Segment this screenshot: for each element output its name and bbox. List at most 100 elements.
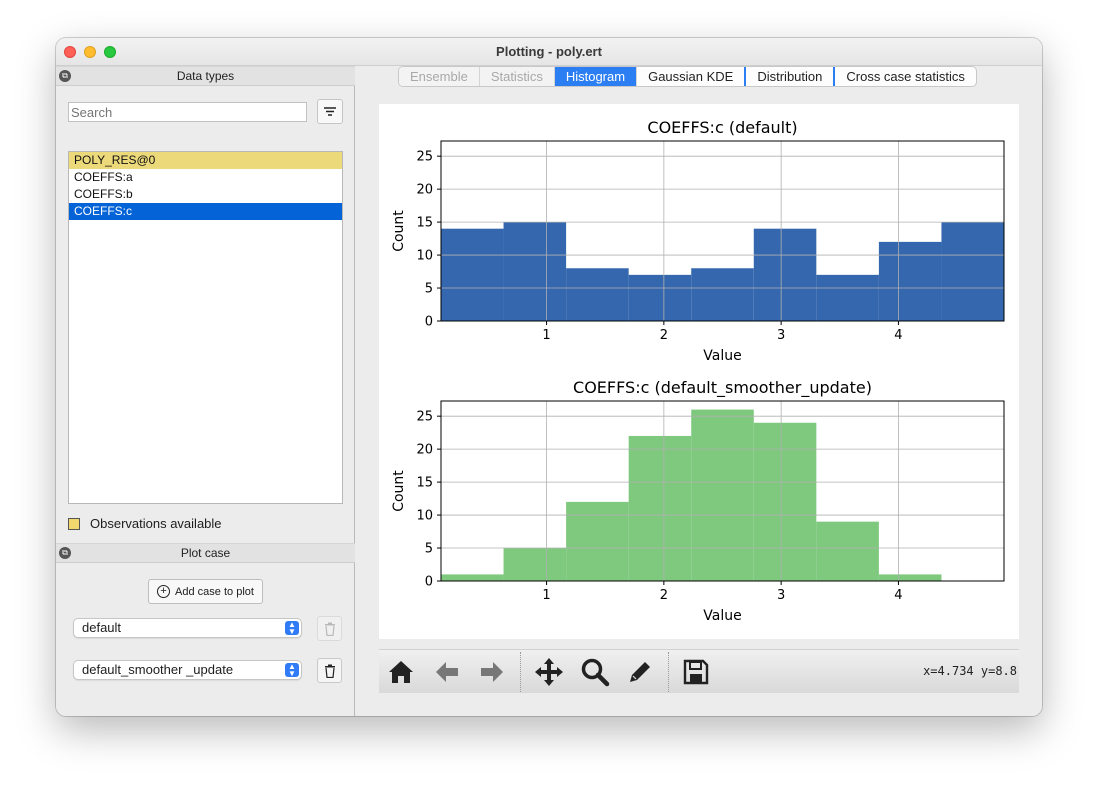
chart-title: COEFFS:c (default) [647, 118, 797, 137]
histogram-bar [878, 574, 942, 581]
home-icon [389, 661, 413, 683]
edit-axis-button[interactable] [624, 656, 656, 688]
plot-window: Plotting - poly.ert ⧉ Data types POLY_RE… [56, 38, 1042, 716]
trash-icon [324, 622, 335, 636]
x-tick-label: 3 [777, 588, 785, 603]
minimize-window-button[interactable] [84, 46, 96, 58]
tab-distribution[interactable]: Distribution [746, 67, 836, 86]
maximize-window-button[interactable] [104, 46, 116, 58]
remove-case-1-button[interactable] [317, 616, 342, 641]
histogram-bar [691, 409, 754, 581]
list-item[interactable]: POLY_RES@0 [69, 152, 342, 169]
case-select-1[interactable]: default ▲ ▼ [73, 618, 302, 638]
toolbar-separator [668, 652, 669, 692]
close-window-button[interactable] [64, 46, 76, 58]
trash-icon [324, 664, 335, 678]
x-tick-label: 1 [542, 588, 550, 603]
back-icon [436, 662, 458, 682]
observations-swatch [68, 517, 80, 530]
add-circle-icon: + [157, 585, 171, 598]
chart-title: COEFFS:c (default_smoother_update) [573, 378, 872, 398]
y-tick-label: 25 [416, 410, 433, 425]
forward-button[interactable] [476, 656, 508, 688]
y-tick-label: 0 [425, 315, 433, 330]
histogram-bar [941, 222, 1004, 321]
y-tick-label: 25 [416, 150, 433, 165]
x-axis-label: Value [703, 348, 741, 364]
x-tick-label: 1 [542, 328, 550, 343]
toolbar-separator [520, 652, 521, 692]
x-tick-label: 2 [660, 328, 668, 343]
pan-button[interactable] [533, 656, 565, 688]
back-button[interactable] [431, 656, 463, 688]
float-dock-icon[interactable]: ⧉ [59, 547, 71, 559]
y-tick-label: 10 [416, 249, 433, 264]
histogram-bar [753, 228, 817, 321]
y-axis-label: Count [391, 210, 407, 252]
y-tick-label: 15 [416, 476, 433, 491]
y-tick-label: 5 [425, 542, 433, 557]
plot-canvas[interactable]: 1 2 3 4 0 5 10 15 20 25 COEFFS:c (default) Value Cou… [379, 104, 1019, 639]
zoom-button[interactable] [579, 656, 611, 688]
histogram-bar [503, 222, 567, 321]
histogram-bar [441, 574, 504, 581]
save-icon [683, 659, 709, 685]
histogram-bar [628, 435, 692, 581]
plot-tabs: Ensemble Statistics Histogram Gaussian KDE D… [398, 66, 977, 87]
navigation-toolbar: x=4.734 y=8.8 [379, 649, 1019, 693]
subplot-1: 1 2 3 4 0 5 10 15 20 25 COEFFS:c (default) Value Cou… [391, 118, 1005, 364]
x-tick-label: 2 [660, 588, 668, 603]
x-tick-label: 4 [894, 328, 902, 343]
case-select-2[interactable]: default_smoother _update ▲ ▼ [73, 660, 302, 680]
histogram-bar [566, 268, 629, 321]
window-title: Plotting - poly.ert [496, 44, 602, 59]
search-input[interactable] [68, 102, 307, 122]
float-dock-icon[interactable]: ⧉ [59, 70, 71, 82]
cursor-coordinates: x=4.734 y=8.8 [923, 664, 1017, 678]
observations-legend: Observations available [68, 516, 222, 531]
save-button[interactable] [680, 656, 712, 688]
y-tick-label: 10 [416, 509, 433, 524]
case-select-1-value: default [82, 620, 122, 635]
y-tick-label: 20 [416, 443, 433, 458]
histogram-bar [816, 274, 879, 321]
tab-ensemble[interactable]: Ensemble [399, 67, 480, 86]
histogram-bar [691, 268, 754, 321]
observations-label: Observations available [90, 516, 222, 531]
y-tick-label: 15 [416, 216, 433, 231]
histogram-bar [628, 274, 692, 321]
data-types-title: Data types [176, 69, 235, 83]
add-case-button[interactable]: + Add case to plot [148, 579, 263, 604]
edit-icon [630, 662, 650, 682]
case-select-2-value: default_smoother _update [82, 662, 234, 677]
histogram-bar [503, 548, 567, 581]
list-item[interactable]: COEFFS:a [74, 170, 133, 184]
x-axis-label: Value [703, 608, 741, 624]
data-types-list[interactable]: POLY_RES@0 COEFFS:a COEFFS:b COEFFS:c [68, 151, 343, 504]
y-tick-label: 5 [425, 282, 433, 297]
data-types-header: ⧉ Data types [56, 66, 355, 86]
tab-cross-case-statistics[interactable]: Cross case statistics [846, 69, 965, 84]
right-panel: Ensemble Statistics Histogram Gaussian KDE D… [356, 66, 1042, 716]
plot-case-title: Plot case [180, 546, 231, 560]
histogram-bar [566, 501, 629, 581]
tab-histogram[interactable]: Histogram [554, 67, 638, 86]
remove-case-2-button[interactable] [317, 658, 342, 683]
list-item[interactable]: COEFFS:c [69, 203, 342, 220]
chevron-updown-icon: ▲ ▼ [285, 621, 299, 636]
pan-icon [535, 658, 563, 686]
filter-button[interactable] [317, 99, 343, 124]
tab-gaussian-kde[interactable]: Gaussian KDE [637, 67, 747, 86]
axes-frame [440, 400, 1005, 582]
plot-case-header: ⧉ Plot case [56, 543, 355, 563]
x-tick-label: 4 [894, 588, 902, 603]
tab-statistics[interactable]: Statistics [479, 67, 555, 86]
zoom-icon [581, 658, 610, 687]
axes-frame [440, 140, 1005, 322]
list-item[interactable]: COEFFS:b [74, 187, 133, 201]
y-tick-label: 0 [425, 575, 433, 590]
home-button[interactable] [385, 656, 417, 688]
x-tick-label: 3 [777, 328, 785, 343]
